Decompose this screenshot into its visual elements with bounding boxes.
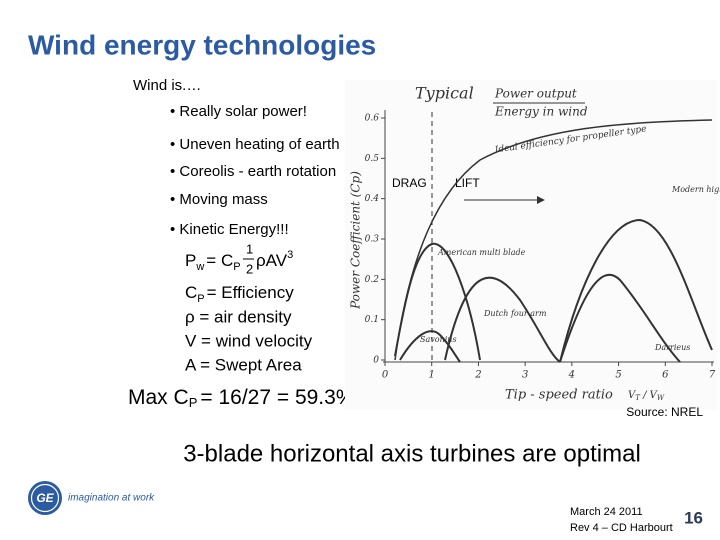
formula: CP = Efficiency xyxy=(185,283,294,304)
x-tick-label: 7 xyxy=(709,370,716,381)
bullet: • Uneven heating of earth xyxy=(170,136,340,153)
formula: V = wind velocity xyxy=(185,331,313,350)
revision: Rev 4 – CD Harbourt xyxy=(570,522,673,534)
drag-label: DRAG xyxy=(392,176,427,190)
source: Source: NREL xyxy=(626,405,703,419)
legend-bottom: Energy in wind xyxy=(494,105,588,119)
curve-label: Modern high speed two-blade xyxy=(671,185,720,194)
curve-label: Savonius xyxy=(420,335,457,344)
lift-label: LIFT xyxy=(455,176,480,190)
x-tick-label: 1 xyxy=(429,370,435,381)
figure-title: Typical xyxy=(415,84,474,103)
figure-background xyxy=(345,80,717,410)
y-tick-label: 0.6 xyxy=(365,114,380,124)
logo-ring xyxy=(30,483,60,513)
y-tick-label: 0.3 xyxy=(365,235,380,245)
y-tick-label: 0.1 xyxy=(365,315,379,325)
two-blade-curve xyxy=(559,218,713,363)
darrieus-curve xyxy=(559,273,681,363)
formula: A = Swept Area xyxy=(185,355,302,374)
max-cp: Max CP = 16/27 = 59.3% xyxy=(128,386,355,411)
y-tick-label: 0.2 xyxy=(365,275,380,285)
x-ratio: VT / VW xyxy=(628,390,665,403)
curve-label: Darrieus xyxy=(654,343,690,352)
x-tick-label: 2 xyxy=(474,370,481,381)
y-axis-label: Power Coefficient (Cp) xyxy=(349,171,363,310)
intro: Wind is.… xyxy=(133,77,201,94)
logo-text: GE xyxy=(36,491,54,505)
tagline: imagination at work xyxy=(68,493,155,504)
formulas: Pw = CP 1 2 ρAV3 CP = Efficiency ρ = air d… xyxy=(185,241,313,374)
bullet: • Kinetic Energy!!! xyxy=(170,221,289,238)
bullet: • Moving mass xyxy=(170,191,268,208)
formula: Pw = CP xyxy=(185,251,241,272)
fraction-num: 1 xyxy=(246,241,253,256)
curve-label: American multi blade xyxy=(437,248,526,257)
y-tick-label: 0.4 xyxy=(365,194,380,204)
figure: Typical Power output Energy in wind Powe… xyxy=(345,80,720,419)
dutch-curve xyxy=(444,276,561,363)
formula: ρAV3 xyxy=(256,249,293,271)
x-tick-label: 5 xyxy=(615,370,621,381)
conclusion: 3-blade horizontal axis turbines are opt… xyxy=(183,440,641,467)
x-tick-label: 0 xyxy=(382,370,389,381)
curve-label: Dutch four arm xyxy=(483,309,547,318)
bullet: • Coreolis - earth rotation xyxy=(170,163,336,180)
slide-title: Wind energy technologies xyxy=(28,29,376,60)
legend-top: Power output xyxy=(494,87,577,101)
x-tick-label: 4 xyxy=(568,370,575,381)
date: March 24 2011 xyxy=(570,506,643,518)
arrow-head xyxy=(537,196,545,204)
x-tick-label: 3 xyxy=(522,370,528,381)
y-tick-label: 0 xyxy=(373,356,379,366)
logo-circle xyxy=(28,481,62,515)
y-tick-label: 0.5 xyxy=(365,154,380,164)
fraction-den: 2 xyxy=(246,261,253,276)
x-axis-label: Tip - speed ratio xyxy=(505,388,613,403)
formula: ρ = air density xyxy=(185,307,292,326)
page-number: 16 xyxy=(684,508,703,527)
multiblade-curve xyxy=(394,242,481,361)
x-tick-label: 6 xyxy=(662,370,669,381)
bullet: • Really solar power! xyxy=(170,103,307,120)
bullet-list: • Really solar power! • Uneven heating of… xyxy=(170,103,340,238)
savonius-curve xyxy=(399,330,461,363)
